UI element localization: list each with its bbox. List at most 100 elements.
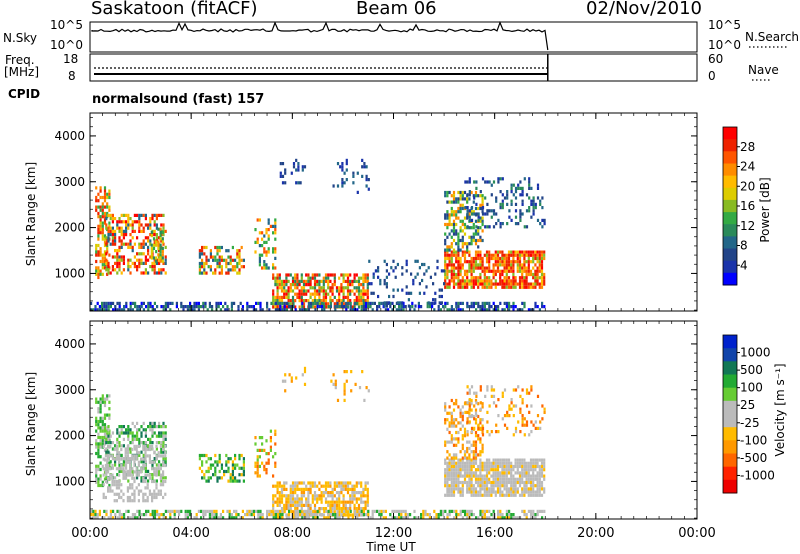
velocity-cell xyxy=(118,473,121,477)
power-cell xyxy=(147,305,150,309)
power-cell xyxy=(340,283,343,287)
power-cell xyxy=(448,200,451,204)
velocity-cell xyxy=(378,513,381,517)
velocity-cell xyxy=(256,455,259,459)
velocity-cell xyxy=(327,513,330,517)
power-cell xyxy=(290,305,293,309)
power-cell xyxy=(97,250,100,254)
power-cell xyxy=(353,273,356,277)
power-cell xyxy=(470,242,473,246)
power-cell xyxy=(309,286,312,290)
power-cell xyxy=(274,266,277,270)
velocity-cell xyxy=(301,513,304,517)
power-cell xyxy=(457,248,460,252)
velocity-cell xyxy=(466,401,469,405)
velocity-cell xyxy=(541,509,544,513)
velocity-cell xyxy=(109,513,112,517)
power-cell xyxy=(346,299,350,303)
velocity-cell xyxy=(324,487,328,491)
power-cell xyxy=(258,244,261,248)
power-cell xyxy=(488,263,491,267)
velocity-cell xyxy=(483,468,486,472)
power-cell xyxy=(461,194,464,198)
power-cell xyxy=(463,232,467,236)
velocity-cell xyxy=(501,477,504,481)
velocity-cell xyxy=(124,447,127,452)
power-cell xyxy=(327,292,330,296)
velocity-cell xyxy=(466,474,469,478)
velocity-cell xyxy=(435,516,438,520)
power-cell xyxy=(356,308,359,312)
power-cell xyxy=(485,266,489,270)
power-cell xyxy=(362,279,365,283)
power-cell xyxy=(101,272,104,276)
power-cell xyxy=(158,261,161,265)
power-cell xyxy=(283,289,286,293)
velocity-cell xyxy=(468,509,471,513)
velocity-cell xyxy=(218,457,221,461)
velocity-cell xyxy=(226,509,229,513)
power-cell xyxy=(236,261,239,266)
velocity-cell xyxy=(136,421,139,425)
power-cell xyxy=(103,211,107,216)
power-cell xyxy=(142,213,145,217)
velocity-cell xyxy=(457,480,460,485)
power-cell xyxy=(490,305,493,309)
velocity-cell xyxy=(527,480,530,485)
power-cell xyxy=(457,301,460,305)
power-cell xyxy=(122,261,125,265)
power-cell xyxy=(525,193,529,197)
velocity-cell xyxy=(459,414,462,419)
velocity-cell xyxy=(318,513,321,517)
power-cell xyxy=(507,263,511,267)
velocity-cell xyxy=(103,397,107,401)
velocity-cell xyxy=(452,443,456,447)
velocity-cell xyxy=(334,516,337,520)
velocity-cell xyxy=(426,513,429,517)
velocity-cell xyxy=(521,461,524,465)
power-cell xyxy=(426,305,429,309)
power-cell xyxy=(446,245,449,249)
velocity-cell xyxy=(492,471,495,475)
velocity-cell xyxy=(455,437,458,441)
power-cell xyxy=(101,224,104,228)
power-cell xyxy=(153,229,156,233)
power-cell xyxy=(521,250,524,254)
velocity-cell xyxy=(342,494,345,498)
power-cell xyxy=(103,199,107,203)
velocity-cell xyxy=(142,499,145,503)
velocity-cell xyxy=(303,513,306,517)
velocity-cell xyxy=(333,494,336,498)
power-cell xyxy=(512,266,515,270)
power-cell xyxy=(448,222,451,227)
power-cell xyxy=(459,219,462,223)
velocity-cell xyxy=(103,426,107,430)
power-cell xyxy=(107,213,110,217)
velocity-cell xyxy=(324,481,328,485)
velocity-cell xyxy=(400,509,403,513)
power-cell xyxy=(191,305,194,309)
velocity-cell xyxy=(409,513,412,517)
power-cell xyxy=(238,249,241,253)
power-cell xyxy=(356,301,359,305)
power-cell xyxy=(450,269,453,273)
velocity-cell xyxy=(162,513,165,517)
power-cell xyxy=(272,305,275,309)
velocity-cell xyxy=(474,487,478,491)
velocity-cell xyxy=(347,513,350,517)
velocity-cell xyxy=(107,476,110,480)
power-cell xyxy=(507,260,511,264)
power-cell xyxy=(274,295,277,299)
power-cell xyxy=(405,291,408,295)
velocity-cell xyxy=(278,497,281,501)
velocity-cell xyxy=(239,516,242,520)
velocity-cell xyxy=(113,447,116,452)
power-cell xyxy=(481,266,484,270)
velocity-cell xyxy=(131,486,134,490)
power-cell xyxy=(198,261,201,266)
velocity-cell xyxy=(455,484,458,488)
power-cell xyxy=(450,206,453,211)
velocity-cell xyxy=(151,473,154,477)
velocity-cell xyxy=(459,474,462,478)
velocity-cell xyxy=(309,491,312,495)
